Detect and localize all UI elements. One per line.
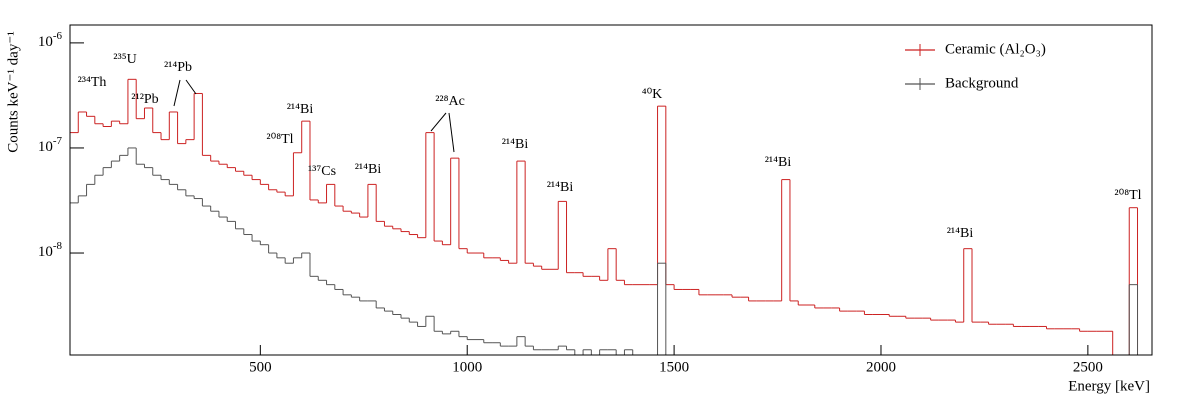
peak-annotation: ²²⁸Ac: [435, 94, 465, 109]
x-tick-label: 1000: [452, 359, 482, 375]
peak-annotation: ²³⁵U: [113, 52, 136, 67]
peak-annotation: ²¹²Pb: [131, 92, 158, 107]
y-tick-exponent: -6: [53, 29, 63, 41]
y-tick-label: 10-8: [38, 240, 63, 261]
y-tick-base: 10: [38, 139, 53, 155]
peak-annotation: ²⁰⁸Tl: [1114, 188, 1141, 203]
y-tick-label: 10-7: [38, 134, 63, 155]
peak-annotation: ²¹⁴Bi: [547, 180, 574, 195]
peak-annotation: ²¹⁴Bi: [287, 102, 314, 117]
y-tick-base: 10: [38, 34, 53, 50]
y-tick-exponent: -8: [53, 240, 63, 252]
x-tick-label: 1500: [659, 359, 689, 375]
annotation-leader: [185, 79, 197, 95]
peak-annotation: ²¹⁴Pb: [164, 60, 192, 75]
peak-annotation: ²⁰⁸Tl: [266, 132, 293, 147]
plot-area: [70, 78, 1139, 355]
peak-annotation: ¹³⁷Cs: [308, 164, 336, 179]
y-axis-label: Counts keV⁻¹ day⁻¹: [5, 31, 21, 153]
legend-label: Background: [945, 75, 1019, 91]
legend-label: Ceramic (Al₂O₃): [945, 41, 1046, 57]
y-tick-base: 10: [38, 244, 53, 260]
x-tick-label: 2500: [1073, 359, 1103, 375]
x-tick-label: 500: [249, 359, 272, 375]
peak-annotation: ²¹⁴Bi: [765, 155, 792, 170]
peak-annotation: ²¹⁴Bi: [355, 162, 382, 177]
x-axis-label: Energy [keV]: [1068, 378, 1150, 394]
peak-annotation: ²¹⁴Bi: [947, 226, 974, 241]
peak-annotation: ²³⁴Th: [78, 75, 107, 90]
plot-frame: [69, 24, 1153, 356]
annotation-leader: [430, 112, 447, 132]
annotation-leader: [173, 79, 181, 107]
y-tick-exponent: -7: [53, 134, 63, 146]
x-tick-label: 2000: [866, 359, 896, 375]
peak-annotation: ²¹⁴Bi: [502, 137, 529, 152]
y-tick-label: 10-6: [38, 29, 63, 50]
annotation-leader: [448, 112, 455, 153]
peak-annotation: ⁴⁰K: [642, 87, 663, 102]
